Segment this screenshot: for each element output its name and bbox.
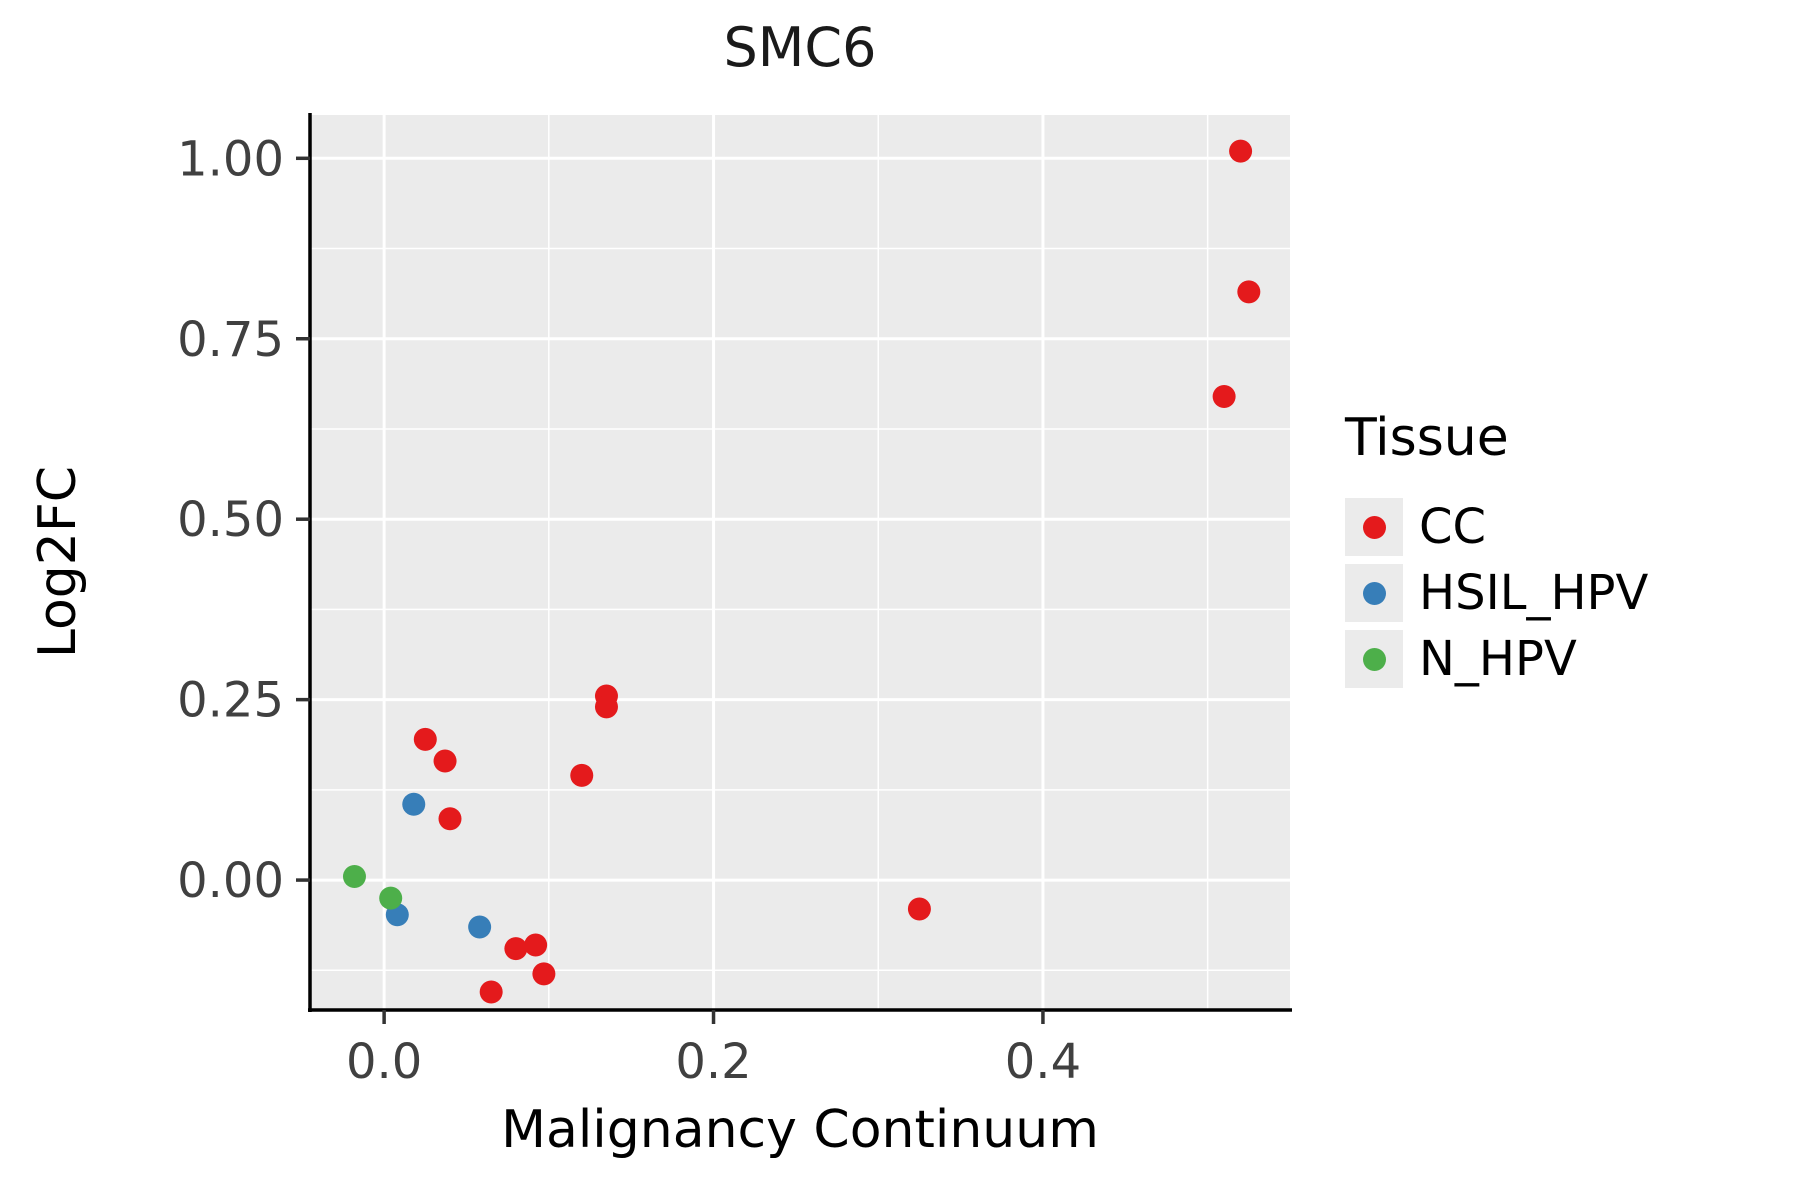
legend-key-HSIL_HPV — [1345, 564, 1403, 622]
data-point-CC — [1229, 139, 1253, 163]
data-point-CC — [570, 763, 594, 787]
legend-title: Tissue — [1345, 408, 1509, 468]
x-tick-label: 0.2 — [675, 1034, 751, 1090]
data-point-HSIL_HPV — [402, 792, 426, 816]
legend-dot-icon — [1362, 581, 1386, 605]
legend: Tissue CC HSIL_HPV N_HPV — [1345, 408, 1648, 696]
data-point-CC — [1212, 384, 1236, 408]
x-tick-label: 0.0 — [346, 1034, 422, 1090]
y-tick-label: 1.00 — [177, 131, 284, 187]
data-point-N_HPV — [342, 864, 366, 888]
legend-item-CC: CC — [1345, 498, 1648, 556]
legend-dot-icon — [1362, 647, 1386, 671]
data-point-N_HPV — [379, 886, 403, 910]
y-tick-label: 0.25 — [177, 673, 284, 729]
legend-label: CC — [1419, 499, 1487, 555]
legend-dot-icon — [1362, 515, 1386, 539]
legend-label: N_HPV — [1419, 631, 1577, 687]
data-point-CC — [433, 749, 457, 773]
legend-key-N_HPV — [1345, 630, 1403, 688]
data-point-CC — [594, 695, 618, 719]
y-tick-label: 0.50 — [177, 492, 284, 548]
data-point-CC — [438, 807, 462, 831]
data-point-CC — [532, 962, 556, 986]
x-axis-title: Malignancy Continuum — [501, 1100, 1099, 1160]
data-point-CC — [413, 727, 437, 751]
legend-key-CC — [1345, 498, 1403, 556]
data-point-HSIL_HPV — [468, 915, 492, 939]
data-point-CC — [907, 897, 931, 921]
legend-items: CC HSIL_HPV N_HPV — [1345, 498, 1648, 688]
data-point-CC — [504, 937, 528, 961]
legend-item-N_HPV: N_HPV — [1345, 630, 1648, 688]
y-tick-label: 0.75 — [177, 312, 284, 368]
legend-label: HSIL_HPV — [1419, 565, 1649, 621]
panel-background — [310, 115, 1290, 1010]
data-point-CC — [524, 933, 548, 957]
chart-title: SMC6 — [723, 16, 877, 79]
y-tick-label: 0.00 — [177, 853, 284, 909]
data-point-CC — [1237, 280, 1261, 304]
data-point-CC — [479, 980, 503, 1004]
legend-item-HSIL_HPV: HSIL_HPV — [1345, 564, 1648, 622]
x-tick-label: 0.4 — [1005, 1034, 1081, 1090]
